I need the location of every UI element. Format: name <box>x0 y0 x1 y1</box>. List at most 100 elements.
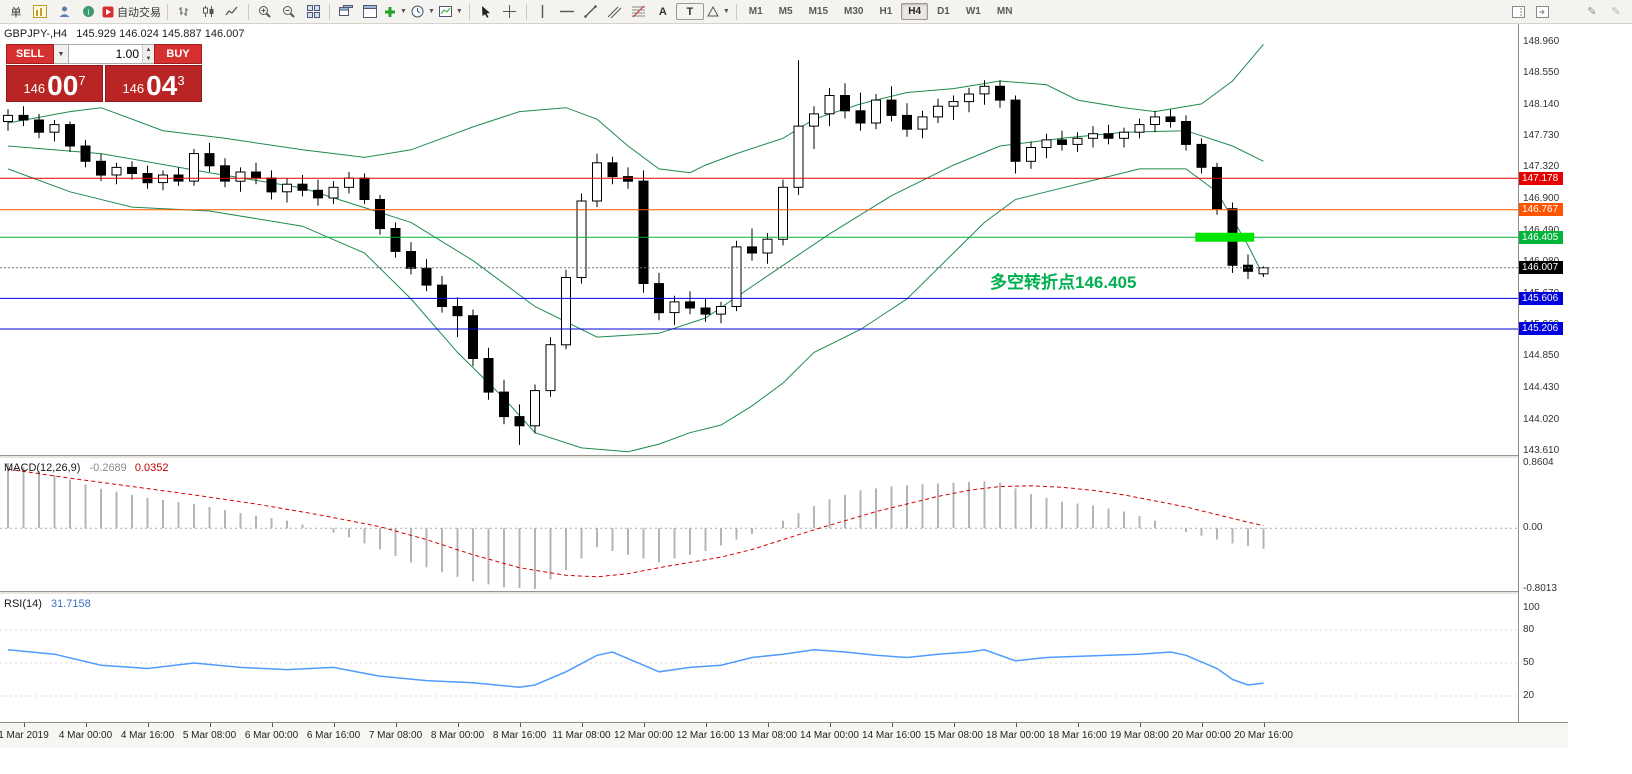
svg-text:i: i <box>87 8 90 17</box>
candle-chart-type-icon[interactable] <box>197 1 219 23</box>
tile-windows-icon[interactable] <box>302 1 324 23</box>
rsi-chart[interactable] <box>0 594 1518 722</box>
new-window-icon[interactable] <box>359 1 381 23</box>
rsi-tick: 20 <box>1523 690 1535 701</box>
timeframe-m30[interactable]: M30 <box>844 6 864 17</box>
label-tool[interactable]: T <box>675 3 704 20</box>
window-separator[interactable] <box>0 591 1568 594</box>
price-tick: 147.320 <box>1523 161 1560 173</box>
current-price-badge: 146.007 <box>1519 261 1563 275</box>
separator <box>167 3 168 20</box>
right-margin <box>1568 24 1632 774</box>
volume-up-arrow[interactable]: ▲ <box>143 45 154 54</box>
timeframe-d1[interactable]: D1 <box>937 6 950 17</box>
time-axis[interactable]: 1 Mar 2019 4 Mar 00:00 4 Mar 16:00 5 Mar 08… <box>0 722 1568 748</box>
sell-price-display[interactable]: 146 00 7 <box>6 65 103 102</box>
time-label: 13 Mar 08:00 <box>738 730 797 741</box>
one-click-options-dropdown[interactable]: ▼ <box>54 44 69 64</box>
chart-symbol-period: GBPJPY-,H4 <box>4 28 68 40</box>
bollinger-upper-line <box>7 43 1264 174</box>
time-label: 12 Mar 00:00 <box>614 730 673 741</box>
main-chart-window[interactable]: GBPJPY-,H4 145.929 146.024 145.887 146.0… <box>0 24 1518 455</box>
fibonacci-tool[interactable] <box>628 1 650 23</box>
price-level-badge: 147.178 <box>1519 171 1563 185</box>
time-label: 1 Mar 2019 <box>0 730 49 741</box>
horizontal-line-tool[interactable] <box>556 1 578 23</box>
macd-window[interactable]: MACD(12,26,9) -0.2689 0.0352 <box>0 458 1518 591</box>
separator <box>329 3 330 20</box>
price-axis[interactable]: 148.960 148.550 148.140 147.730 147.320 146.9… <box>1518 24 1568 722</box>
volume-down-arrow[interactable]: ▼ <box>143 54 154 63</box>
edit-pencil-icon[interactable]: ✎ <box>1587 6 1597 18</box>
timeframe-h1[interactable]: H1 <box>879 6 893 17</box>
timeframe-mn[interactable]: MN <box>996 6 1013 17</box>
trendline-tool[interactable] <box>580 1 602 23</box>
crosshair-tool[interactable] <box>499 1 521 23</box>
autotrading-button[interactable]: 自动交易 <box>101 1 162 23</box>
text-tool[interactable]: A <box>658 5 667 18</box>
time-tick <box>271 723 273 727</box>
time-label: 11 Mar 08:00 <box>552 730 611 741</box>
new-chart-icon[interactable] <box>29 1 51 23</box>
bar-chart-type-icon[interactable] <box>173 1 195 23</box>
time-tick <box>1201 723 1203 727</box>
zoom-out-icon[interactable] <box>278 1 300 23</box>
zoom-in-icon[interactable] <box>254 1 276 23</box>
time-tick <box>1263 723 1265 727</box>
separator <box>735 3 737 20</box>
rsi-window[interactable]: RSI(14) 31.7158 <box>0 594 1518 722</box>
buy-price-display[interactable]: 146 04 3 <box>105 65 202 102</box>
buy-price-big: 04 <box>146 70 178 101</box>
edit-pencil-icon-2[interactable]: ✎ <box>1611 6 1621 18</box>
timeframe-w1[interactable]: W1 <box>965 6 981 17</box>
macd-value: -0.2689 <box>89 462 127 474</box>
sell-price-sup: 7 <box>78 73 86 88</box>
time-tick <box>333 723 335 727</box>
new-order-button[interactable]: 单 <box>10 6 22 19</box>
templates-button[interactable]: ▼ <box>438 1 464 23</box>
timeframe-m5[interactable]: M5 <box>778 6 793 17</box>
rsi-label: RSI(14) 31.7158 <box>4 598 91 610</box>
profile-icon[interactable] <box>53 1 75 23</box>
rsi-tick: 80 <box>1523 624 1535 635</box>
sell-button[interactable]: SELL <box>6 44 54 64</box>
separator <box>248 3 249 20</box>
macd-signal-value: 0.0352 <box>134 462 169 474</box>
line-chart-type-icon[interactable] <box>221 1 243 23</box>
time-label: 20 Mar 16:00 <box>1234 730 1293 741</box>
info-icon[interactable]: i <box>77 1 99 23</box>
chart-annotation-text[interactable]: 多空转折点146.405 <box>990 273 1137 292</box>
timeframe-m1[interactable]: M1 <box>748 6 763 17</box>
shapes-dropdown[interactable]: ▼ <box>706 1 731 23</box>
one-click-trading-panel: SELL ▼ ▲▼ BUY 146 00 7 146 04 3 <box>6 44 202 102</box>
add-indicator-button[interactable]: ▼ <box>385 6 407 17</box>
macd-tick: 0.00 <box>1523 522 1543 534</box>
candlestick-chart[interactable] <box>0 24 1518 455</box>
chart-shift-icon[interactable] <box>1507 1 1529 23</box>
time-label: 19 Mar 08:00 <box>1110 730 1169 741</box>
sell-price-big: 00 <box>47 70 79 101</box>
rsi-tick: 100 <box>1523 602 1540 613</box>
volume-input[interactable] <box>69 45 142 63</box>
macd-chart[interactable] <box>0 458 1518 591</box>
price-level-badge: 145.206 <box>1519 322 1563 336</box>
time-tick <box>85 723 87 727</box>
bottom-margin <box>0 748 1632 774</box>
cascade-windows-icon[interactable] <box>335 1 357 23</box>
cursor-tool[interactable] <box>475 1 497 23</box>
window-separator[interactable] <box>0 455 1568 458</box>
auto-scroll-icon[interactable] <box>1531 1 1553 23</box>
buy-button[interactable]: BUY <box>154 44 202 64</box>
price-tick: 144.020 <box>1523 413 1560 425</box>
time-tick <box>1015 723 1017 727</box>
vertical-line-tool[interactable] <box>532 1 554 23</box>
periods-button[interactable]: ▼ <box>410 1 436 23</box>
chart-ohlc: 145.929 146.024 145.887 146.007 <box>76 28 245 40</box>
volume-stepper[interactable]: ▲ ▼ <box>142 45 154 63</box>
timeframe-h4[interactable]: H4 <box>901 3 929 20</box>
price-tick: 147.730 <box>1523 130 1560 142</box>
timeframe-m15[interactable]: M15 <box>808 6 829 17</box>
time-label: 18 Mar 16:00 <box>1048 730 1107 741</box>
channel-tool[interactable] <box>604 1 626 23</box>
